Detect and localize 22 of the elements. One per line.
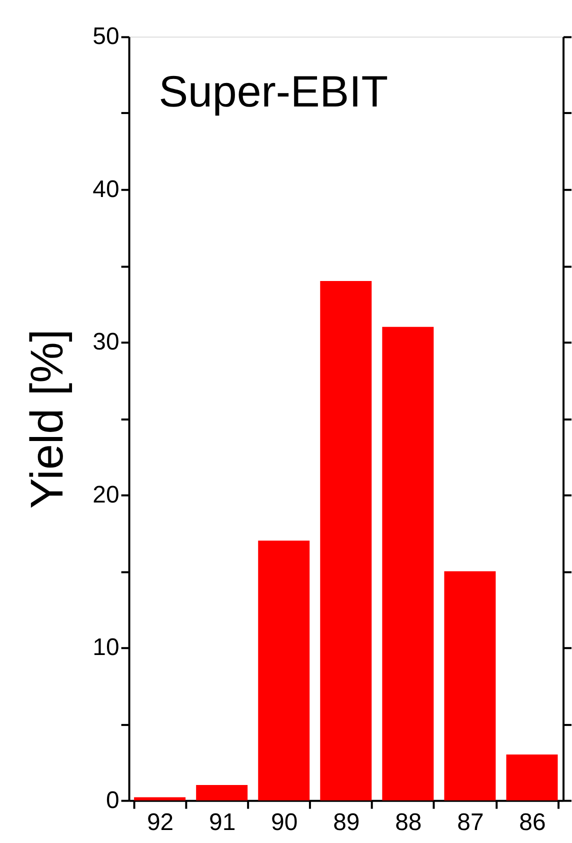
y-tick-label: 0 — [106, 786, 120, 814]
bar — [134, 797, 186, 800]
text: Super-EBIT — [158, 68, 388, 117]
y-tick-label: 30 — [92, 328, 120, 356]
bar — [196, 785, 248, 800]
bar — [382, 326, 434, 800]
bar — [258, 540, 310, 800]
x-tick-label: 92 — [146, 808, 174, 836]
x-tick-label: 90 — [271, 808, 298, 836]
y-tick-label: 50 — [92, 23, 120, 50]
y-tick-label: 10 — [92, 634, 120, 662]
x-tick-label: 87 — [457, 808, 484, 836]
y-tick-label: 20 — [92, 481, 120, 508]
x-tick-label: 89 — [333, 808, 360, 836]
bar — [320, 281, 372, 800]
x-tick-label: 88 — [395, 808, 422, 836]
y-axis-title: Yield [%] — [20, 329, 73, 509]
bar — [506, 754, 558, 800]
y-tick-label: 40 — [92, 176, 120, 203]
x-tick-label: 86 — [519, 808, 546, 836]
x-tick-label: 91 — [209, 808, 236, 836]
bar — [444, 571, 496, 800]
